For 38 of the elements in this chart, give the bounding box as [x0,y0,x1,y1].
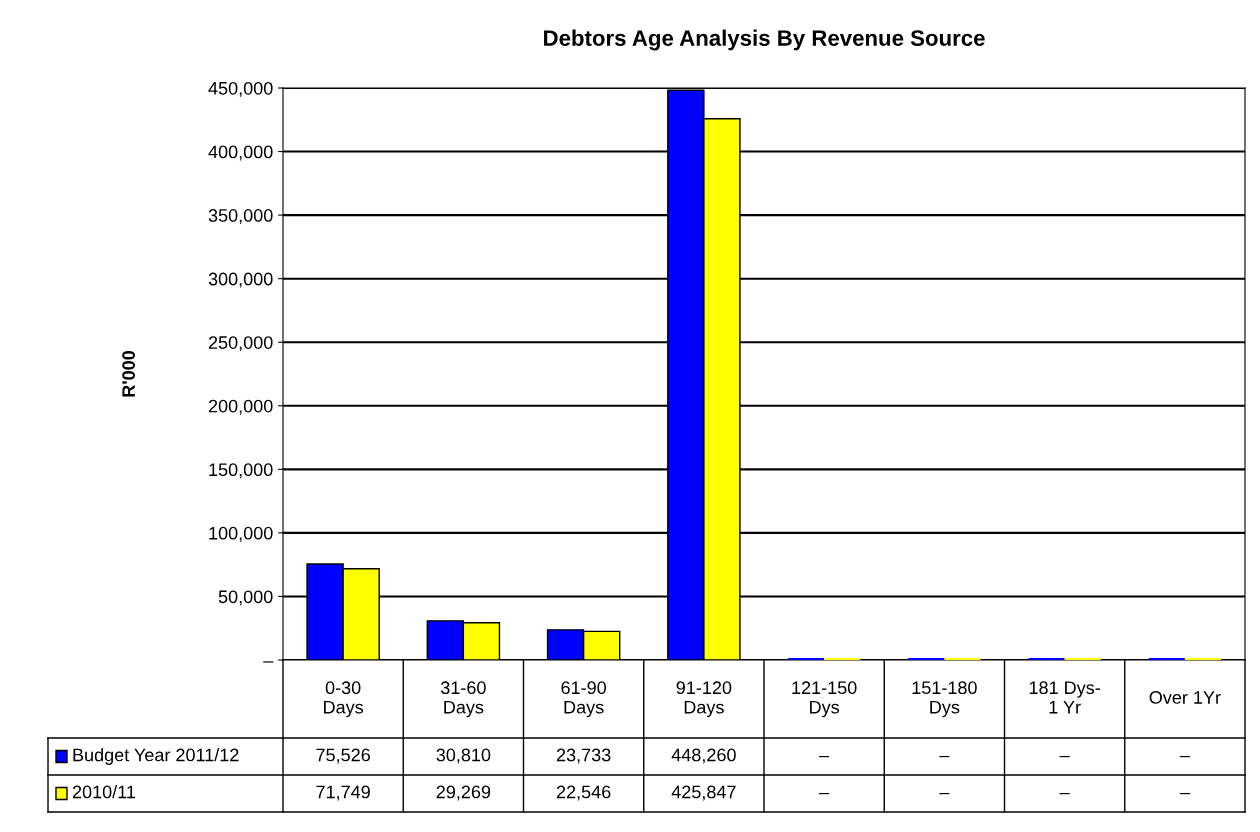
y-tick-label: – [263,661,274,663]
data-label: 75,526 [316,748,370,764]
x-tick-label: 181 Dys- 1 Yr [1029,681,1100,714]
x-tick-label: 0-30 Days [324,681,364,718]
x-tick-label: 61-90 Days [561,681,607,718]
data-label: 23,733 [556,748,611,764]
y-tick-label: 100,000 [209,526,273,542]
y-tick-label: 250,000 [208,336,273,352]
x-tick-label: 31-60 Days [440,681,486,718]
data-label: – [819,792,830,795]
data-label: – [1059,792,1070,795]
y-tick-label: 150,000 [209,463,273,479]
data-label: 425,847 [671,785,736,801]
data-label: – [1059,755,1070,758]
y-tick-label: 200,000 [208,399,273,415]
y-tick-label: 400,000 [208,145,273,161]
data-label: 30,810 [436,748,491,764]
chart-title: Debtors Age Analysis By Revenue Source [544,29,985,51]
data-label: 29,269 [436,785,491,801]
x-tick-label: 91-120 Days [676,681,732,718]
legend-label: 2010/11 [72,785,136,799]
y-axis-title: R'000 [122,351,135,397]
y-tick-label: 350,000 [208,209,273,224]
y-tick-label: 300,000 [208,272,273,288]
data-label: 22,546 [556,785,611,801]
data-label: – [1179,755,1190,758]
data-label: 448,260 [671,748,736,764]
legend-label: Budget Year 2011/12 [73,748,239,765]
x-tick-label: Over 1Yr [1149,691,1221,704]
x-tick-label: 151-180 Dys [912,681,977,718]
data-label: – [939,792,950,795]
data-label: – [819,755,830,758]
data-label: – [1179,792,1190,795]
x-tick-label: 121-150 Dys [792,681,857,718]
data-label: – [939,755,950,758]
y-tick-label: 50,000 [218,590,273,606]
data-label: 71,749 [316,785,370,801]
y-tick-label: 450,000 [208,81,273,97]
